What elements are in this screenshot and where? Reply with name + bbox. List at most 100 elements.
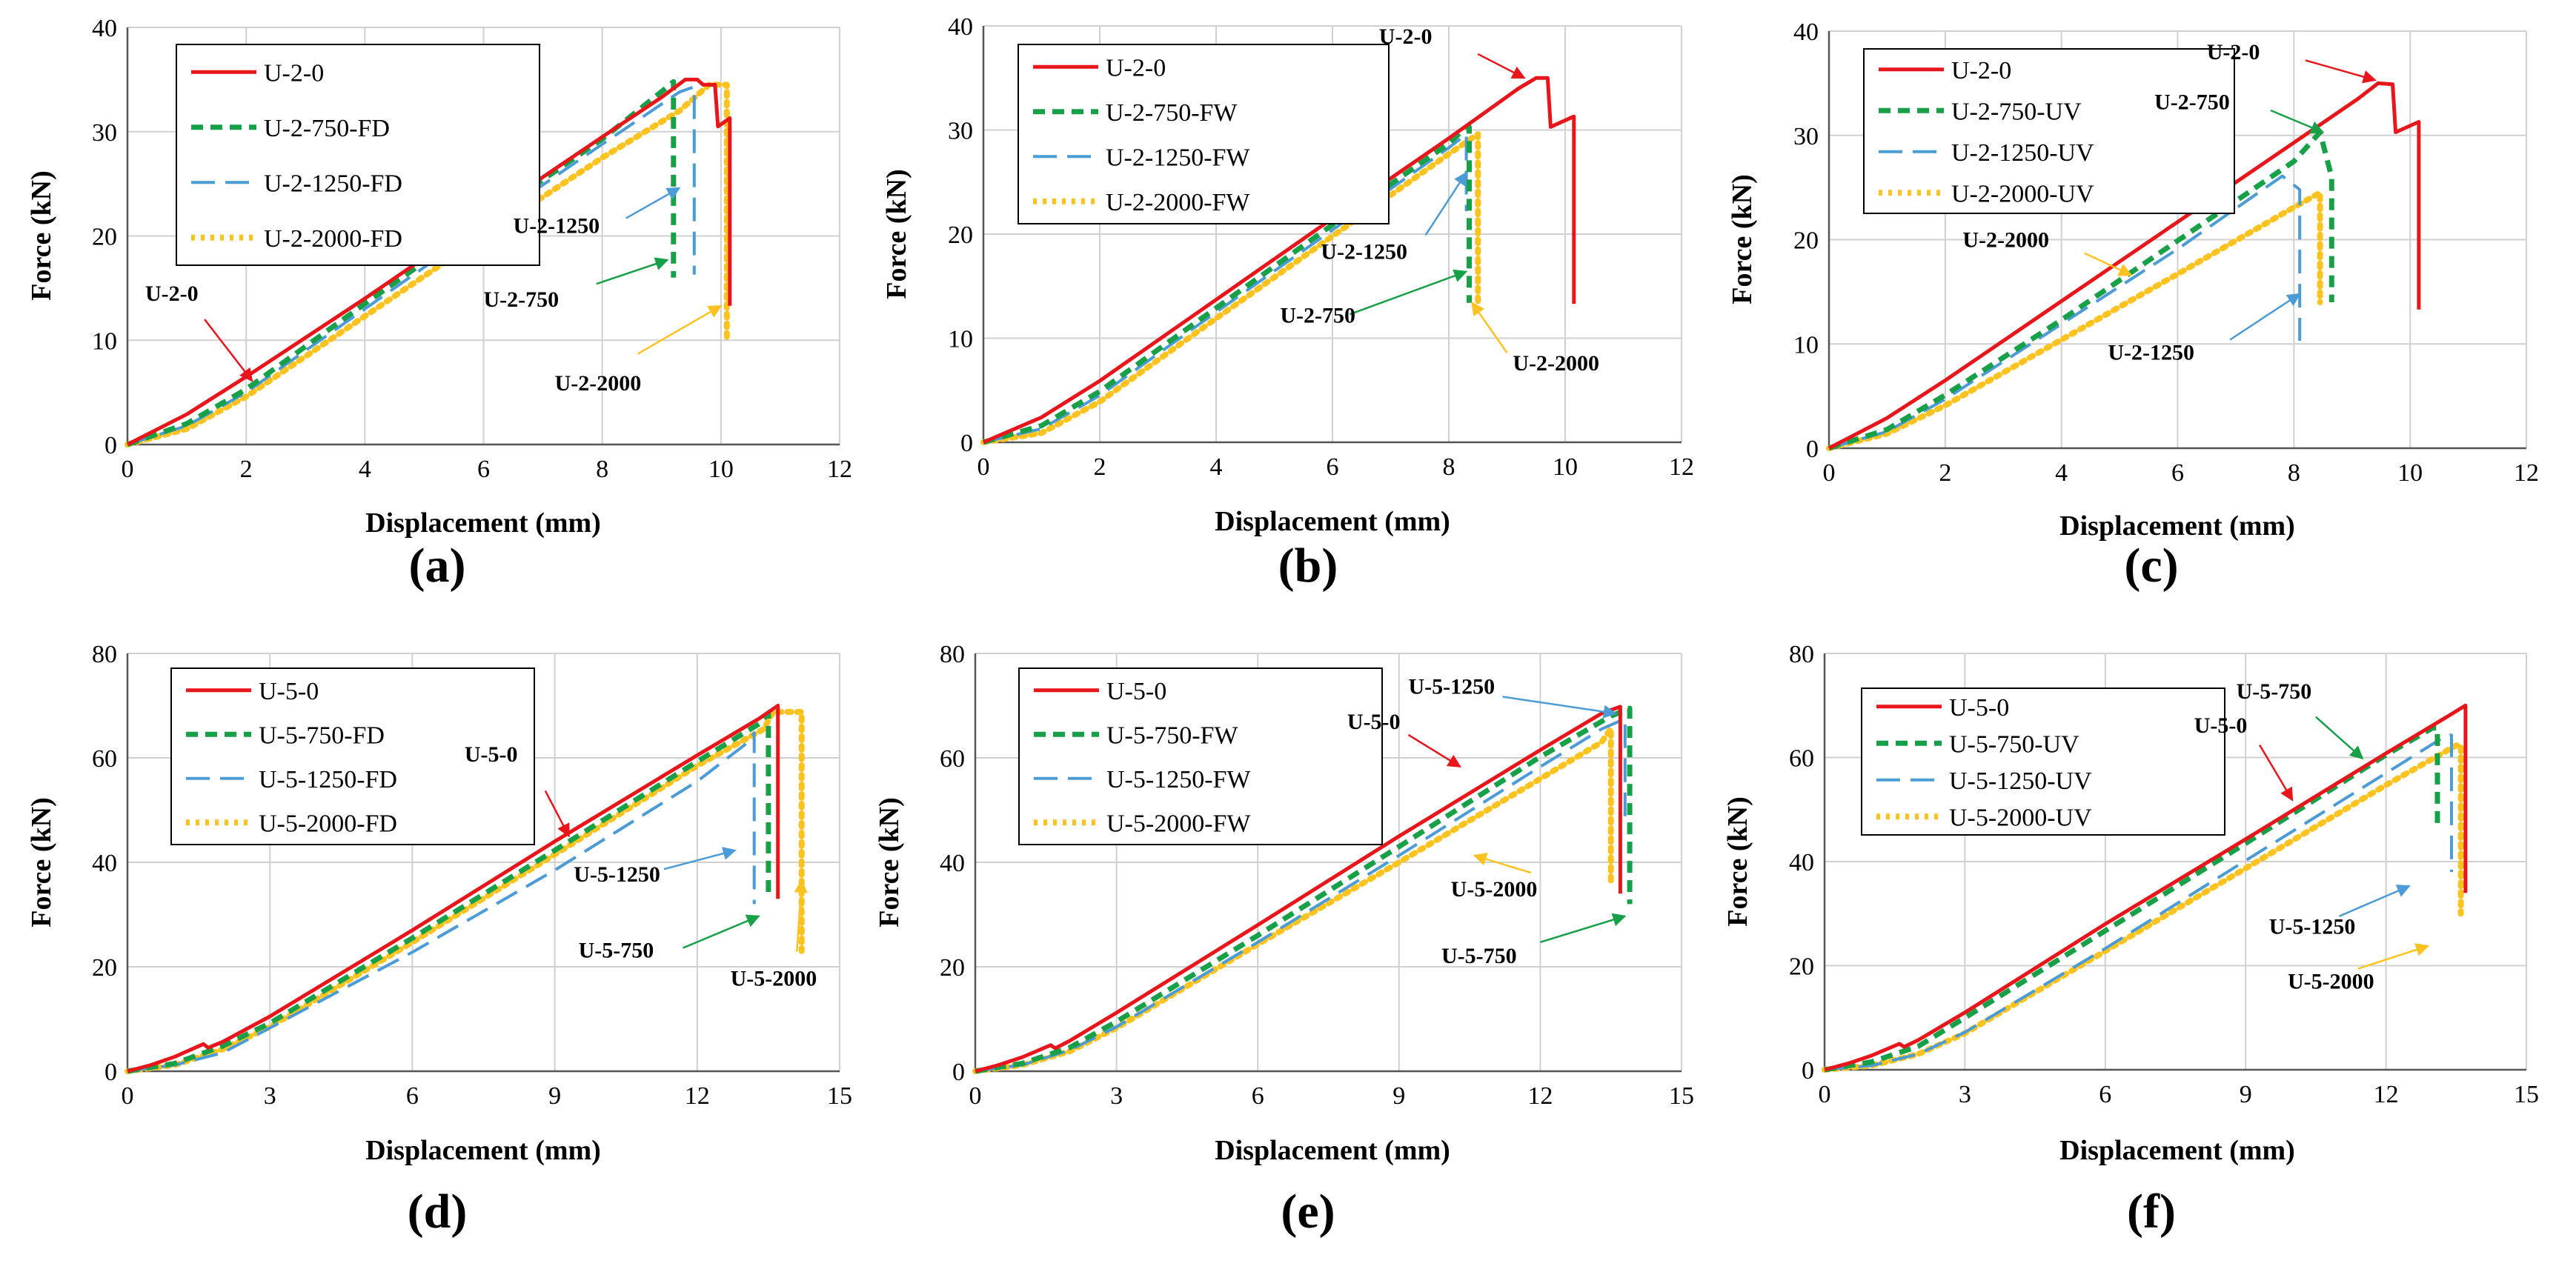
panel-label: (b) — [1278, 539, 1338, 593]
panel-label: (d) — [408, 1185, 468, 1239]
series-line-U-5-1250-FW — [975, 717, 1627, 1073]
x-tick-label: 6 — [1327, 453, 1339, 481]
x-tick-label: 15 — [827, 1082, 852, 1110]
x-tick-label: 6 — [2171, 459, 2184, 487]
x-tick-label: 2 — [1939, 459, 1951, 487]
legend-label: U-2-0 — [1951, 57, 2011, 84]
annotation-label: U-5-2000 — [1451, 877, 1538, 902]
annotation-arrow — [2315, 716, 2364, 760]
series-line-U-5-0 — [127, 704, 780, 1073]
legend-label: U-5-750-UV — [1949, 730, 2079, 758]
legend-label: U-2-0 — [1106, 54, 1166, 81]
series-line-U-2-750-UV — [1828, 130, 2334, 451]
chart-panel-e: 0 3 6 9 12 15 0 20 40 60 80 Displacement (mm) Force … — [874, 641, 1694, 1239]
annotation-label: U-5-1250 — [2269, 915, 2356, 939]
x-tick-label: 8 — [596, 456, 608, 483]
series-line-U-2-0 — [1828, 81, 2421, 450]
y-tick-label: 60 — [92, 745, 117, 773]
annotation-arrow — [637, 304, 723, 355]
annotation-label: U-2-750 — [1280, 303, 1355, 327]
x-tick-label: 9 — [2240, 1081, 2252, 1108]
annotation-arrow — [2270, 109, 2325, 134]
chart-panel-d: 0 3 6 9 12 15 0 20 40 60 80 Displacement (mm) Force … — [26, 641, 852, 1239]
y-tick-label: 60 — [1789, 745, 1814, 773]
y-tick-label: 20 — [1793, 227, 1819, 255]
y-tick-label: 20 — [92, 224, 117, 251]
y-tick-label: 20 — [940, 954, 965, 982]
annotation-arrow — [2229, 293, 2301, 341]
panel-label: (c) — [2124, 539, 2178, 593]
legend-label: U-2-2000-FW — [1106, 189, 1250, 216]
legend-box — [1018, 667, 1383, 845]
legend-box — [1863, 48, 2235, 214]
annotation-arrow — [2305, 59, 2377, 84]
annotation-arrow — [1540, 913, 1627, 944]
y-axis-label: Force (kN) — [26, 170, 57, 301]
annotation-label: U-5-1250 — [574, 862, 660, 887]
y-tick-label: 30 — [92, 119, 117, 147]
x-tick-label: 15 — [1669, 1082, 1694, 1110]
legend-label: U-5-1250-FW — [1106, 766, 1251, 793]
x-tick-label: 4 — [359, 456, 371, 483]
series-line-U-2-1250-FW — [983, 133, 1468, 444]
x-tick-label: 4 — [2055, 459, 2068, 487]
legend-label: U-2-2000-FD — [264, 225, 402, 253]
x-tick-label: 0 — [977, 453, 990, 481]
chart-panel-a: 0 2 4 6 8 10 12 0 10 20 30 40 Displacement (mm) Force… — [26, 15, 852, 593]
series-line-U-2-1250-UV — [1828, 174, 2302, 450]
annotation-label: U-2-2000 — [1962, 227, 2049, 252]
x-tick-label: 10 — [708, 456, 734, 483]
annotation-label: U-2-750 — [484, 287, 560, 312]
annotation-label: U-2-1250 — [2108, 340, 2194, 364]
y-axis-label: Force (kN) — [26, 797, 57, 928]
annotation-label: U-2-0 — [145, 282, 199, 306]
y-tick-label: 0 — [952, 1059, 965, 1086]
legend-box — [170, 667, 535, 845]
legend-box — [176, 44, 540, 266]
annotation-label: U-2-2000 — [555, 371, 642, 396]
y-tick-label: 80 — [940, 641, 965, 668]
legend-label: U-2-0 — [264, 59, 324, 87]
annotation-label: U-5-0 — [1347, 710, 1401, 734]
annotation-label: U-5-750 — [2237, 679, 2312, 704]
series-line-U-5-1250-UV — [1824, 733, 2453, 1071]
annotation-arrow — [204, 319, 253, 382]
x-tick-label: 9 — [1392, 1082, 1405, 1110]
annotation-arrow — [2357, 943, 2430, 970]
annotation-arrow — [2084, 252, 2133, 276]
legend-box — [1861, 687, 2225, 836]
annotation-arrow — [1502, 696, 1617, 719]
x-tick-label: 10 — [2397, 459, 2423, 487]
x-tick-label: 0 — [122, 1082, 134, 1110]
x-tick-label: 8 — [1443, 453, 1455, 481]
annotation-arrow — [2338, 885, 2411, 917]
x-tick-label: 0 — [969, 1082, 982, 1110]
y-tick-label: 20 — [92, 954, 117, 982]
x-axis-label: Displacement (mm) — [2059, 1135, 2295, 1166]
series-line-U-2-2000-FD — [125, 81, 730, 447]
x-axis-label: Displacement (mm) — [365, 1135, 601, 1166]
y-tick-label: 30 — [948, 118, 973, 145]
annotation-arrow — [625, 187, 681, 219]
annotation-arrow — [596, 257, 669, 285]
legend-box — [1018, 44, 1390, 224]
legend-label: U-5-0 — [259, 678, 319, 705]
legend-label: U-2-1250-UV — [1951, 139, 2094, 167]
x-tick-label: 0 — [122, 456, 134, 483]
annotation-label: U-5-2000 — [2288, 969, 2374, 993]
y-tick-label: 60 — [940, 745, 965, 773]
y-tick-label: 40 — [940, 850, 965, 877]
series-line-U-2-2000-FW — [980, 131, 1481, 445]
legend-label: U-2-750-FD — [264, 115, 390, 142]
x-tick-label: 2 — [240, 456, 253, 483]
chart-panel-f: 0 3 6 9 12 15 0 20 40 60 80 Displacement (mm) Force … — [1722, 641, 2539, 1239]
series-line-U-5-0 — [975, 705, 1622, 1073]
legend-label: U-5-0 — [1106, 678, 1166, 705]
y-tick-label: 80 — [1789, 641, 1814, 668]
annotation-label: U-5-750 — [579, 938, 654, 962]
y-tick-label: 40 — [948, 13, 973, 41]
y-tick-label: 40 — [92, 15, 117, 42]
x-tick-label: 0 — [1819, 1081, 1831, 1108]
legend-label: U-2-1250-FD — [264, 170, 402, 197]
y-tick-label: 0 — [104, 1059, 117, 1086]
